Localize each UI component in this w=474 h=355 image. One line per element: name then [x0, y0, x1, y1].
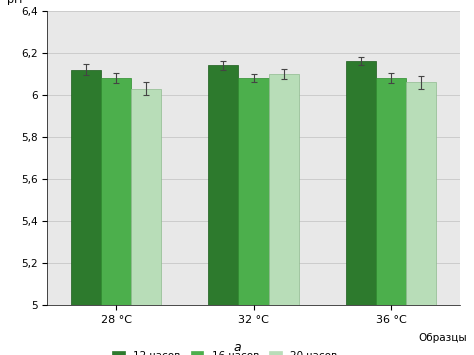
Bar	[376, 78, 406, 305]
Text: a: a	[233, 342, 241, 354]
Bar	[71, 70, 101, 305]
Bar	[346, 61, 376, 305]
Y-axis label: pH: pH	[7, 0, 22, 5]
Bar	[269, 74, 299, 305]
Legend: 12 часов, 16 часов, 20 часов: 12 часов, 16 часов, 20 часов	[108, 346, 342, 355]
Text: Образцы: Образцы	[418, 333, 466, 343]
Bar	[406, 82, 437, 305]
Bar	[131, 88, 162, 305]
Bar	[238, 78, 269, 305]
Bar	[208, 65, 238, 305]
Bar	[101, 78, 131, 305]
